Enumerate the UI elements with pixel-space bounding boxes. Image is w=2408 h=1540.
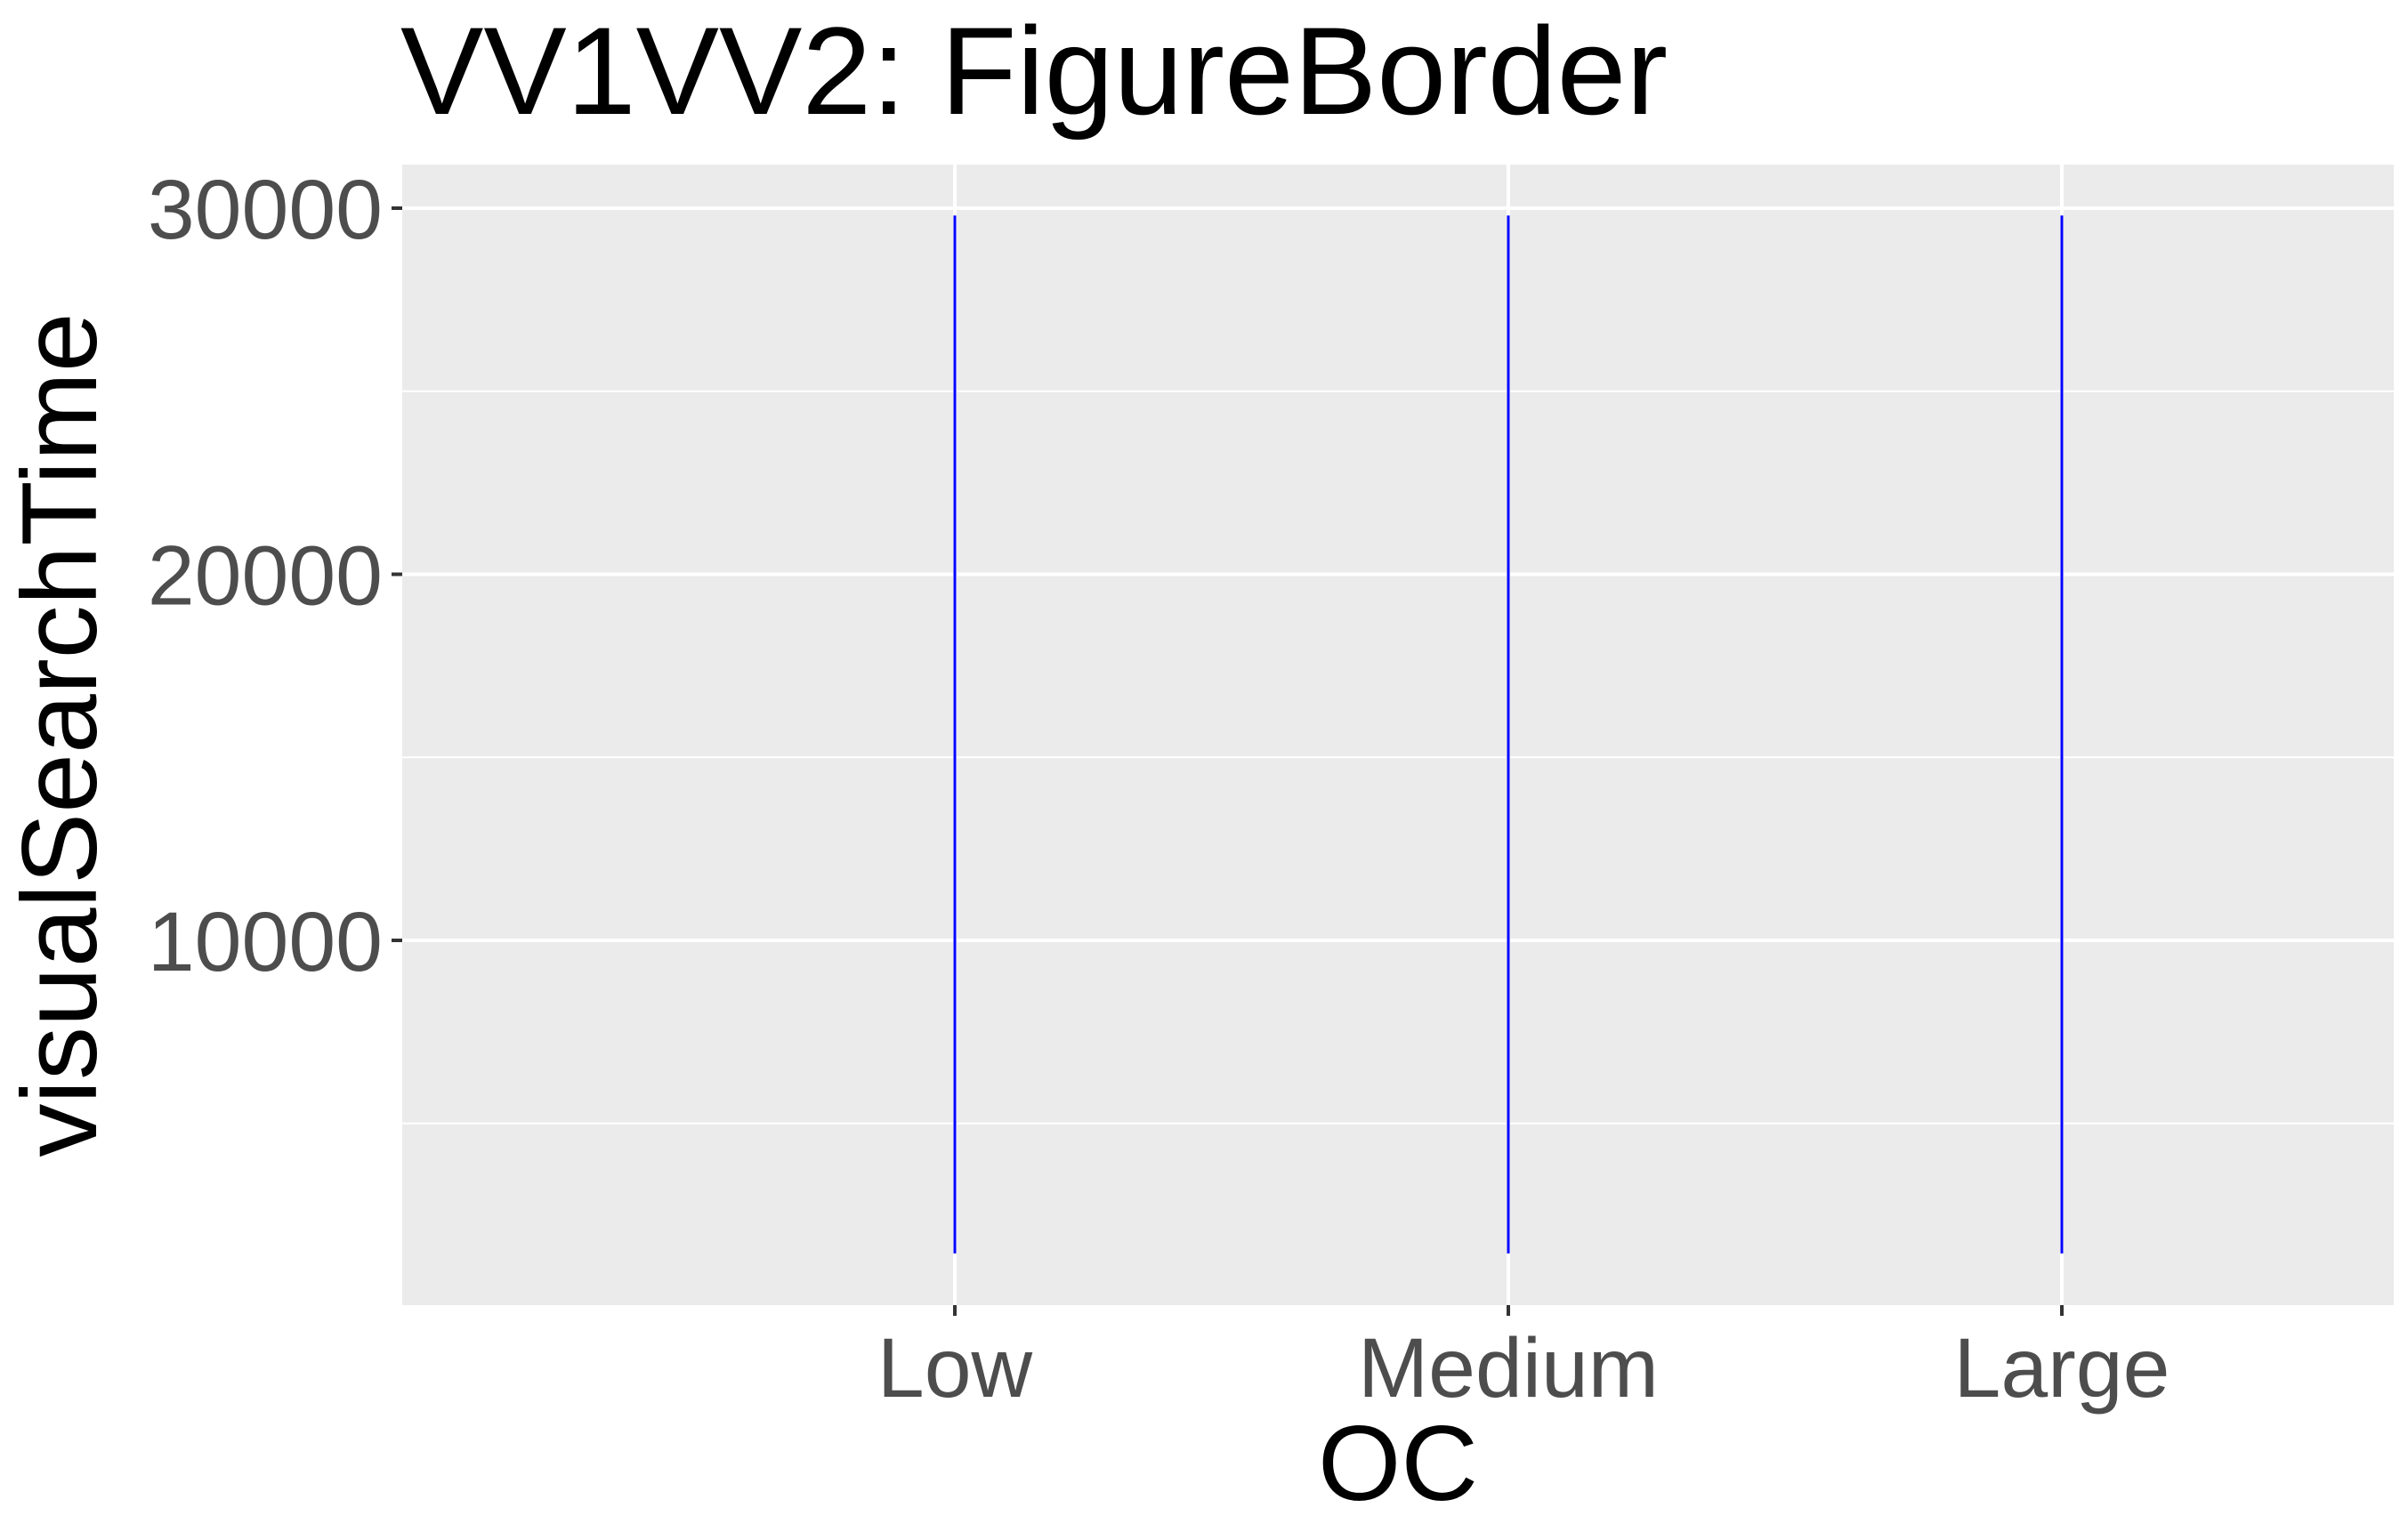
x-tick-label: Medium xyxy=(1358,1321,1659,1415)
y-axis-title: visualSearchTime xyxy=(0,312,119,1157)
plot-panel xyxy=(402,165,2394,1305)
y-tick-label: 20000 xyxy=(148,529,383,624)
y-tick-label: 30000 xyxy=(148,163,383,257)
x-tick-label: Low xyxy=(877,1321,1033,1415)
axes: 10000 20000 30000 Low Medium Large xyxy=(148,163,2170,1415)
y-tick-label: 10000 xyxy=(148,895,383,989)
x-axis-title: OC xyxy=(1318,1404,1478,1523)
data-series xyxy=(953,215,2064,1254)
chart-title: VV1VV2: FigureBorder xyxy=(400,1,1668,141)
x-tick-label: Large xyxy=(1954,1321,2170,1415)
